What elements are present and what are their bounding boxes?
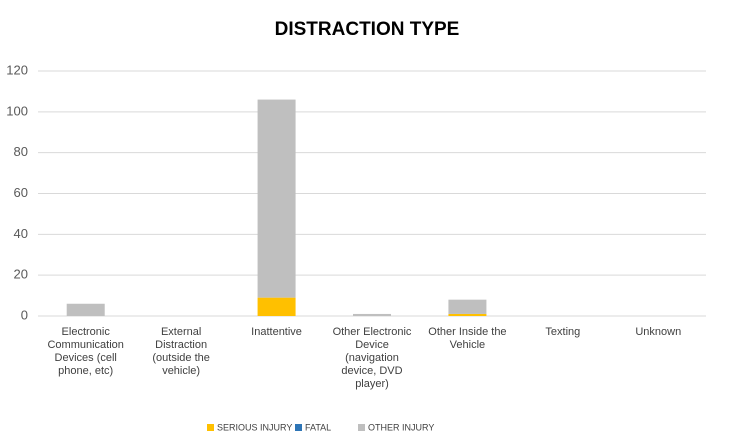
legend-swatch bbox=[358, 424, 365, 431]
x-tick-label: Unknown bbox=[635, 326, 682, 338]
bar-segment bbox=[257, 297, 296, 316]
bar-segment bbox=[66, 303, 105, 316]
x-tick-label: Inattentive bbox=[251, 326, 302, 338]
y-tick-label: 60 bbox=[14, 185, 28, 200]
legend-swatch bbox=[207, 424, 214, 431]
chart-title: DISTRACTION TYPE bbox=[275, 19, 460, 40]
y-tick-label: 20 bbox=[14, 267, 28, 282]
y-tick-label: 120 bbox=[6, 62, 28, 77]
x-tick-label: Other Electronic Device (navigation devi… bbox=[332, 326, 412, 390]
y-tick-label: 40 bbox=[14, 226, 28, 241]
legend-label: SERIOUS INJURY bbox=[217, 422, 292, 432]
y-tick-label: 0 bbox=[21, 307, 28, 322]
bar-segment bbox=[353, 313, 391, 316]
x-tick-label: Other Inside the Vehicle bbox=[428, 326, 507, 351]
legend-label: OTHER INJURY bbox=[368, 422, 434, 432]
x-tick-label: Electronic Communication Devices (cell p… bbox=[47, 326, 124, 377]
bar-segment bbox=[448, 299, 487, 314]
bar-segment bbox=[448, 313, 487, 316]
y-tick-label: 80 bbox=[14, 144, 28, 159]
bar-segment bbox=[257, 99, 296, 298]
x-tick-label: Texting bbox=[545, 326, 581, 338]
legend-swatch bbox=[295, 424, 302, 431]
y-tick-label: 100 bbox=[6, 103, 28, 118]
legend-label: FATAL bbox=[305, 422, 331, 432]
x-tick-label: External Distraction (outside the vehicl… bbox=[152, 326, 210, 377]
